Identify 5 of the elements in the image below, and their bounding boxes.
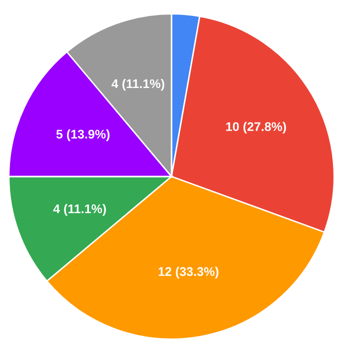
data-label: 4 (11.1%) [53, 204, 106, 216]
data-label: 10 (27.8%) [226, 122, 286, 134]
data-label: 5 (13.9%) [56, 129, 110, 142]
data-label: 12 (33.3%) [158, 266, 218, 278]
data-label: 4 (11.1%) [112, 78, 164, 91]
